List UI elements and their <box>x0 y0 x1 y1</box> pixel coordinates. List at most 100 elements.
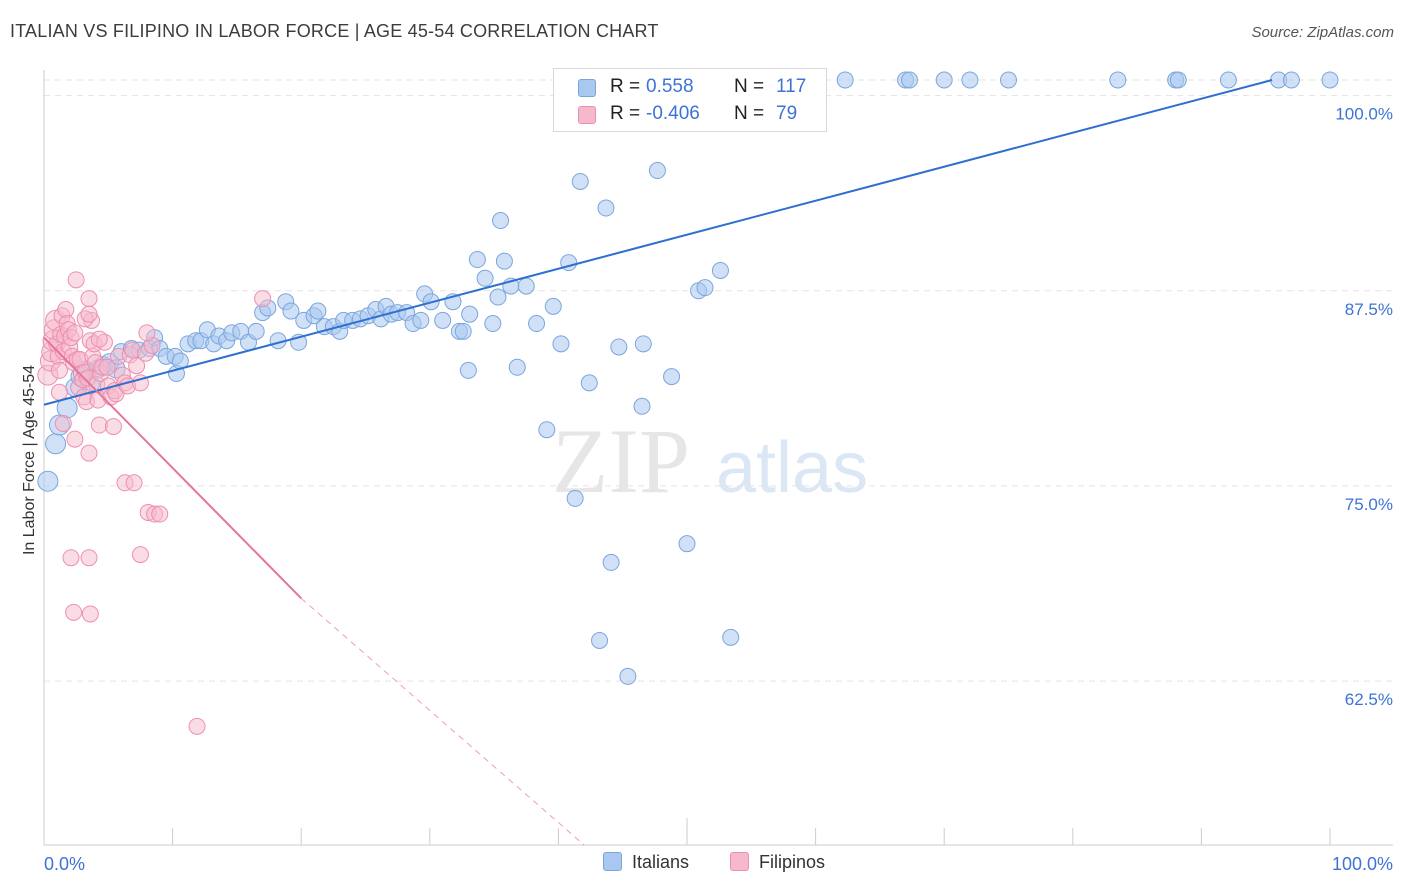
italians-point <box>459 361 477 379</box>
italians-point <box>517 277 535 295</box>
italians-point <box>619 667 637 685</box>
italians-point <box>1282 71 1300 89</box>
italians-point <box>633 397 651 415</box>
y-tick-label: 87.5% <box>1345 300 1393 319</box>
italians-point <box>678 535 696 553</box>
y-tick-label: 75.0% <box>1345 495 1393 514</box>
italians-point <box>1321 71 1339 89</box>
chart-source: Source: ZipAtlas.com <box>1251 24 1394 41</box>
italians-point <box>836 71 854 89</box>
series-legend: Italians Filipinos <box>0 852 1406 876</box>
filipinos-point <box>128 357 146 375</box>
x-tick-label: 100.0% <box>1332 854 1393 874</box>
italians-point <box>538 421 556 439</box>
filipinos-trend-line <box>43 336 302 600</box>
italians-point <box>1219 71 1237 89</box>
filipinos-point <box>254 290 272 308</box>
italians-point <box>1000 71 1017 89</box>
italians-point <box>454 322 472 340</box>
filipinos-point <box>81 605 99 623</box>
italians-point <box>434 311 452 329</box>
italians-point <box>495 252 513 270</box>
italians-point <box>961 71 979 89</box>
legend-r-label: R = <box>610 76 641 97</box>
italians-point <box>610 338 628 356</box>
italians-point <box>247 322 265 340</box>
italians-point <box>722 628 740 646</box>
italians-point <box>508 358 526 376</box>
chart-title: ITALIAN VS FILIPINO IN LABOR FORCE | AGE… <box>10 21 659 41</box>
filipinos-point <box>50 383 68 401</box>
legend-r-value: 0.558 <box>646 76 694 97</box>
italians-point <box>309 302 327 320</box>
filipinos-trend-extension <box>300 597 585 846</box>
filipinos-point <box>65 603 83 621</box>
italians-point <box>528 315 546 333</box>
italians-point <box>544 297 562 315</box>
italians-point <box>282 302 300 320</box>
legend-label-italians: Italians <box>632 852 690 872</box>
y-tick-label: 100.0% <box>1335 105 1393 124</box>
filipinos-point <box>62 549 80 567</box>
italians-point <box>696 279 714 297</box>
filipinos-point <box>104 418 122 436</box>
filipinos-point <box>90 330 108 348</box>
italians-point <box>634 335 652 353</box>
legend-label-filipinos: Filipinos <box>759 852 826 872</box>
filipinos-point <box>54 414 72 432</box>
filipinos-point <box>67 271 85 289</box>
legend-r-value: -0.406 <box>646 103 700 124</box>
filipinos-point <box>50 361 68 379</box>
italians-point <box>663 368 681 386</box>
x-tick-label: 0.0% <box>44 854 85 874</box>
filipinos-point <box>57 301 75 318</box>
filipinos-point <box>80 444 98 462</box>
legend-swatch-italians <box>578 79 596 97</box>
italians-point <box>45 433 67 455</box>
legend-item-italians[interactable]: Italians <box>603 852 689 873</box>
y-tick-label: 62.5% <box>1345 690 1393 709</box>
italians-point <box>461 305 479 323</box>
italians-point <box>711 261 729 279</box>
filipinos-point <box>138 324 156 342</box>
legend-swatch-filipinos <box>578 106 596 124</box>
filipinos-point <box>66 324 84 342</box>
filipinos-point <box>151 505 169 523</box>
stats-legend: R = 0.558 N = 117 R = -0.406 N = 79 <box>553 68 827 132</box>
italians-point <box>1109 71 1127 89</box>
italians-point <box>597 199 615 217</box>
italians-point <box>1169 71 1187 89</box>
italians-point <box>468 251 486 269</box>
filipinos-point <box>80 549 98 567</box>
italians-point <box>602 553 620 571</box>
italians-point <box>489 288 507 306</box>
legend-row-italians: R = 0.558 N = 117 <box>554 75 826 101</box>
legend-swatch-filipinos <box>730 852 749 871</box>
italians-point <box>37 470 59 492</box>
italians-point <box>591 631 609 649</box>
filipinos-point <box>188 717 206 735</box>
filipinos-point <box>80 305 98 323</box>
italians-trend-line <box>43 79 1273 406</box>
italians-point <box>484 315 502 333</box>
italians-point <box>476 269 494 287</box>
filipinos-point <box>98 358 116 376</box>
italians-point <box>566 489 584 507</box>
italians-point <box>648 162 666 180</box>
legend-n-label: N = <box>734 76 765 97</box>
italians-point <box>552 335 570 353</box>
legend-n-label: N = <box>734 103 765 124</box>
filipinos-point <box>66 430 84 448</box>
legend-row-filipinos: R = -0.406 N = 79 <box>554 102 826 128</box>
legend-n-value: 117 <box>776 76 807 97</box>
italians-point <box>571 172 589 190</box>
italians-point <box>492 212 510 230</box>
legend-swatch-italians <box>603 852 622 871</box>
filipinos-point <box>80 290 98 308</box>
filipinos-point <box>90 416 108 434</box>
watermark-atlas: atlas <box>716 428 868 508</box>
legend-r-label: R = <box>610 103 641 124</box>
legend-item-filipinos[interactable]: Filipinos <box>730 852 825 873</box>
legend-n-value: 79 <box>776 103 798 124</box>
